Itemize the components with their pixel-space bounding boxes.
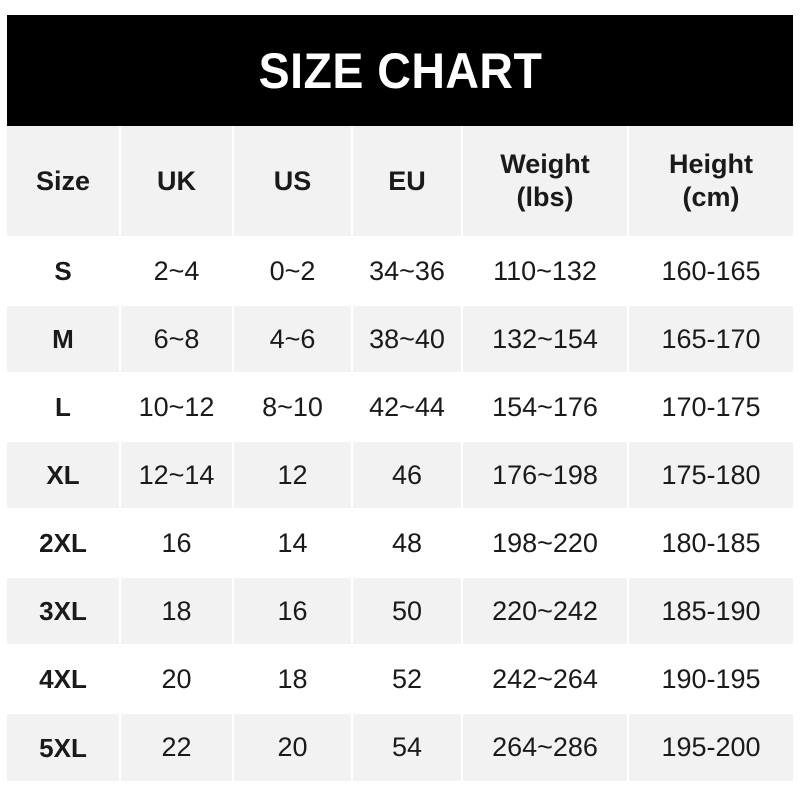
cell-height: 195-200 xyxy=(661,732,761,762)
cell-us: 4~6 xyxy=(233,305,353,374)
cell-us: 0~2 xyxy=(233,237,353,306)
table-row: 5XL 22 20 54 264~286 195-200 xyxy=(7,713,793,781)
table-row: 4XL 20 18 52 242~264 190-195 xyxy=(7,645,793,714)
cell-uk: 6~8 xyxy=(120,305,234,374)
cell-height: 170-175 xyxy=(628,373,793,442)
column-header-height: Height (cm) xyxy=(628,126,793,238)
cell-eu: 48 xyxy=(352,509,463,578)
cell-height: 185-190 xyxy=(628,577,793,646)
table-row: L 10~12 8~10 42~44 154~176 170-175 xyxy=(7,373,793,442)
cell-size: 4XL xyxy=(7,645,121,714)
cell-size: L xyxy=(7,373,121,442)
cell-weight: 132~154 xyxy=(462,305,629,374)
cell-uk: 22 xyxy=(120,713,234,781)
cell-size: S xyxy=(7,237,121,306)
cell-weight: 154~176 xyxy=(462,373,629,442)
cell-weight: 220~242 xyxy=(462,577,629,646)
cell-uk: 20 xyxy=(120,645,234,714)
table-header: Size UK US EU Weight (lbs) Height (cm) xyxy=(7,126,793,238)
cell-weight: 264~286 xyxy=(462,713,629,781)
title-bar: SIZE CHART xyxy=(7,15,793,126)
cell-height: 165-170 xyxy=(628,305,793,374)
cell-us: 20 xyxy=(233,713,353,781)
cell-us: 18 xyxy=(233,645,353,714)
cell-size: 5XL xyxy=(7,713,121,781)
cell-us: 14 xyxy=(233,509,353,578)
cell-us: 16 xyxy=(233,577,353,646)
cell-size: 3XL xyxy=(7,577,121,646)
table-body: S 2~4 0~2 34~36 110~132 160-165 M 6~8 4~… xyxy=(7,237,793,781)
cell-size: 2XL xyxy=(7,509,121,578)
cell-us: 12 xyxy=(233,441,353,510)
column-header-us-line1: US xyxy=(273,165,312,196)
column-header-weight-line2: (lbs) xyxy=(516,182,574,212)
cell-weight: 198~220 xyxy=(462,509,629,578)
cell-eu: 46 xyxy=(352,441,463,510)
cell-uk: 16 xyxy=(120,509,234,578)
cell-eu: 38~40 xyxy=(352,305,463,374)
table-row: M 6~8 4~6 38~40 132~154 165-170 xyxy=(7,305,793,374)
cell-eu: 54 xyxy=(352,713,463,781)
cell-us: 8~10 xyxy=(233,373,353,442)
column-header-height-line2: (cm) xyxy=(682,182,740,212)
cell-height: 175-180 xyxy=(628,441,793,510)
column-header-weight-line1: Weight xyxy=(500,149,590,180)
cell-eu: 42~44 xyxy=(352,373,463,442)
cell-weight: 242~264 xyxy=(462,645,629,714)
table-row: XL 12~14 12 46 176~198 175-180 xyxy=(7,441,793,510)
cell-size: XL xyxy=(7,441,121,510)
cell-height: 190-195 xyxy=(628,645,793,714)
column-header-height-line1: Height xyxy=(669,149,753,180)
column-header-size: Size xyxy=(7,126,121,238)
column-header-uk-line1: UK xyxy=(157,165,196,196)
cell-uk: 10~12 xyxy=(120,373,234,442)
cell-size: M xyxy=(7,305,121,374)
cell-height: 160-165 xyxy=(628,237,793,306)
table-row: 3XL 18 16 50 220~242 185-190 xyxy=(7,577,793,646)
column-header-weight: Weight (lbs) xyxy=(462,126,629,238)
column-header-us: US xyxy=(233,126,353,238)
cell-uk: 2~4 xyxy=(120,237,234,306)
cell-eu: 52 xyxy=(352,645,463,714)
table-header-row: Size UK US EU Weight (lbs) Height (cm) xyxy=(7,126,793,238)
cell-uk: 12~14 xyxy=(120,441,234,510)
cell-eu: 50 xyxy=(352,577,463,646)
table-row: S 2~4 0~2 34~36 110~132 160-165 xyxy=(7,237,793,306)
cell-uk: 18 xyxy=(120,577,234,646)
page-title: SIZE CHART xyxy=(258,42,542,99)
cell-weight: 110~132 xyxy=(462,237,629,306)
column-header-size-line1: Size xyxy=(35,165,91,196)
column-header-uk: UK xyxy=(120,126,234,238)
table-row: 2XL 16 14 48 198~220 180-185 xyxy=(7,509,793,578)
cell-eu: 34~36 xyxy=(352,237,463,306)
column-header-eu: EU xyxy=(352,126,463,238)
column-header-eu-line1: EU xyxy=(388,165,426,196)
cell-weight: 176~198 xyxy=(462,441,629,510)
size-chart-table: Size UK US EU Weight (lbs) Height (cm) xyxy=(7,126,793,781)
cell-height: 180-185 xyxy=(628,509,793,578)
